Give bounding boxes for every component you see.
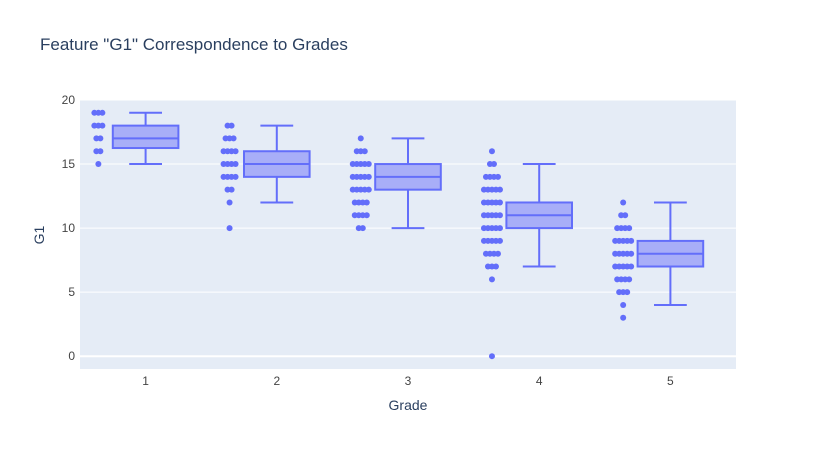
box-group <box>480 148 573 360</box>
data-point <box>494 173 501 180</box>
tick-labels: 0 5 10 15 20 1 2 3 4 5 <box>62 93 674 388</box>
data-point <box>488 276 495 283</box>
x-tick-label: 5 <box>667 374 674 388</box>
data-point <box>622 212 629 219</box>
x-axis-title: Grade <box>389 397 428 413</box>
data-point <box>496 237 503 244</box>
data-point <box>628 263 635 270</box>
x-tick-label: 4 <box>536 374 543 388</box>
data-point <box>488 353 495 360</box>
data-point <box>97 135 104 142</box>
data-point <box>628 237 635 244</box>
data-point <box>226 225 233 232</box>
data-point <box>626 225 633 232</box>
data-point <box>232 148 239 155</box>
data-point <box>99 109 106 116</box>
data-point <box>620 301 627 308</box>
y-tick-label: 10 <box>62 221 76 235</box>
x-tick-label: 2 <box>273 374 280 388</box>
x-tick-label: 1 <box>142 374 149 388</box>
data-point <box>496 186 503 193</box>
data-point <box>490 161 497 168</box>
data-point <box>226 199 233 206</box>
data-point <box>492 263 499 270</box>
data-point <box>620 314 627 321</box>
data-point <box>363 199 370 206</box>
data-point <box>99 122 106 129</box>
data-point <box>363 212 370 219</box>
data-point <box>361 148 368 155</box>
data-point <box>97 148 104 155</box>
data-point <box>365 173 372 180</box>
data-point <box>620 199 627 206</box>
box-group <box>349 135 442 232</box>
data-point <box>494 250 501 257</box>
chart-title: Feature "G1" Correspondence to Grades <box>40 35 348 54</box>
x-tick-label: 3 <box>405 374 412 388</box>
box-iqr <box>111 124 180 150</box>
box-group <box>91 109 180 168</box>
data-point <box>488 148 495 155</box>
data-point <box>496 225 503 232</box>
data-point <box>365 186 372 193</box>
data-point <box>357 135 364 142</box>
box-series <box>91 109 705 360</box>
data-point <box>228 186 235 193</box>
box-group <box>220 122 311 232</box>
data-point <box>232 161 239 168</box>
data-point <box>232 173 239 180</box>
data-point <box>228 122 235 129</box>
data-point <box>359 225 366 232</box>
y-tick-label: 0 <box>68 349 75 363</box>
y-tick-label: 20 <box>62 93 76 107</box>
data-point <box>496 199 503 206</box>
y-axis-title: G1 <box>31 225 47 244</box>
y-tick-label: 5 <box>68 285 75 299</box>
data-point <box>230 135 237 142</box>
data-point <box>624 289 631 296</box>
data-point <box>628 250 635 257</box>
box-group <box>612 199 705 321</box>
data-point <box>365 161 372 168</box>
data-point <box>95 161 102 168</box>
data-point <box>496 212 503 219</box>
y-tick-label: 15 <box>62 157 76 171</box>
data-point <box>626 276 633 283</box>
